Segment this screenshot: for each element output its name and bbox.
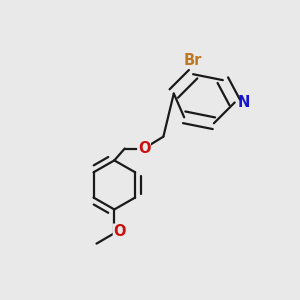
Text: Br: Br (184, 53, 202, 68)
Text: N: N (237, 95, 250, 110)
Text: O: O (138, 141, 150, 156)
Text: O: O (113, 224, 126, 239)
